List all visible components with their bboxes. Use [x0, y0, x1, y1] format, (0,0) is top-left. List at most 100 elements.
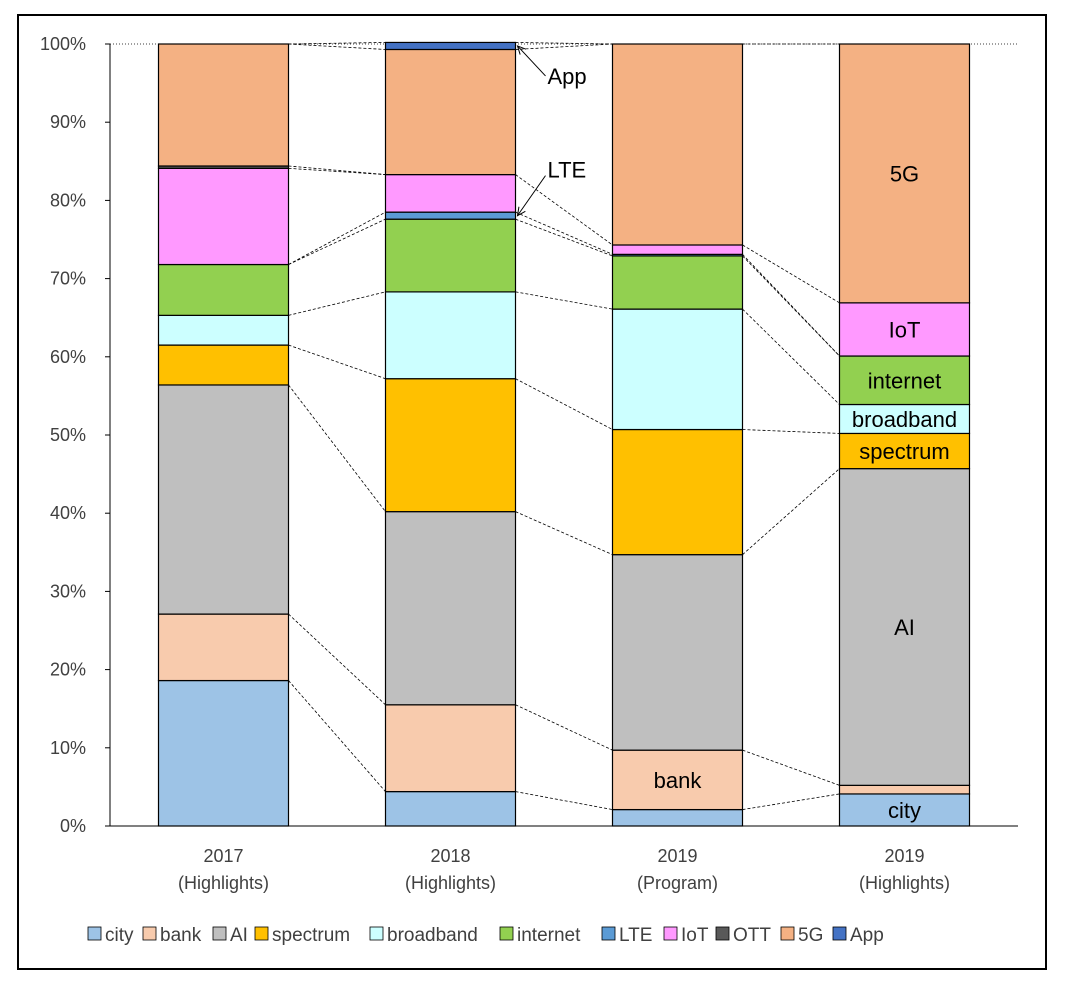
y-tick-label: 10%	[50, 738, 86, 758]
bar-segment-app	[384, 41, 517, 51]
connector-line	[742, 255, 840, 357]
connector-line	[288, 42, 386, 45]
bar-segment-city	[384, 790, 517, 827]
bar-label: IoT	[889, 317, 921, 342]
bar-segment-broadband	[384, 291, 517, 380]
bar-label: spectrum	[859, 439, 949, 464]
bar-segment-bank	[157, 613, 290, 682]
connector-line	[288, 165, 386, 175]
connector-line	[742, 429, 840, 434]
legend-swatch-city	[87, 926, 102, 941]
x-tick-sublabel: (Program)	[637, 873, 718, 893]
bar-segment-city	[838, 793, 971, 827]
bar-segment-spectrum	[838, 432, 971, 470]
bar-segment-broadband	[838, 403, 971, 435]
y-tick-label: 0%	[60, 816, 86, 836]
connector-line	[515, 218, 613, 257]
y-tick-label: 20%	[50, 660, 86, 680]
legend-swatch-ott	[715, 926, 730, 941]
x-tick-sublabel: (Highlights)	[405, 873, 496, 893]
legend-label: city	[105, 925, 134, 946]
bar-segment-spectrum	[157, 344, 290, 386]
legend-swatch-internet	[499, 926, 514, 941]
legend-label: IoT	[681, 925, 709, 946]
bar-segment-spectrum	[384, 378, 517, 513]
connector-line	[515, 211, 613, 255]
connector-line	[288, 291, 386, 316]
legend-swatch-iot	[663, 926, 678, 941]
connector-line	[742, 254, 840, 357]
y-tick-label: 50%	[50, 425, 86, 445]
bar-segment-bank	[838, 784, 971, 795]
y-tick-label: 40%	[50, 503, 86, 523]
connector-line	[742, 749, 840, 786]
bars	[157, 41, 971, 827]
callouts: App LTE	[516, 45, 587, 217]
connector-line	[742, 468, 840, 555]
connector-line	[288, 43, 386, 50]
x-tick-label: 2019	[657, 846, 697, 866]
legend-swatch-5g	[780, 926, 795, 941]
x-tick-sublabel: (Highlights)	[859, 873, 950, 893]
bar-segment-lte	[384, 211, 517, 220]
connector-line	[288, 211, 386, 265]
bar-segment-5g	[611, 43, 744, 246]
callout-arrow	[517, 175, 546, 216]
y-tick-label: 70%	[50, 269, 86, 289]
connector-lines	[110, 42, 1018, 810]
y-tick-label: 90%	[50, 112, 86, 132]
connector-line	[288, 344, 386, 380]
bar-segment-5g	[384, 48, 517, 176]
bar-segment-spectrum	[611, 428, 744, 556]
legend-label: broadband	[387, 925, 478, 946]
x-tick-sublabel: (Highlights)	[178, 873, 269, 893]
bar-segment-iot	[838, 302, 971, 357]
legend-label: bank	[160, 925, 202, 946]
bar-segment-iot	[384, 173, 517, 213]
bar-segment-internet	[384, 218, 517, 293]
x-tick-label: 2017	[203, 846, 243, 866]
callout-arrowhead	[516, 45, 527, 55]
connector-line	[742, 244, 840, 304]
legend-swatch-broadband	[369, 926, 384, 941]
connector-line	[742, 793, 840, 810]
connector-line	[515, 43, 613, 50]
legend-swatch-bank	[142, 926, 157, 941]
bar-segment-iot	[611, 244, 744, 255]
connector-line	[515, 704, 613, 751]
callout-label: App	[548, 64, 587, 89]
bar-segment-broadband	[157, 314, 290, 346]
callout-arrowhead	[516, 206, 526, 217]
bar-labels: bank city AI spectrum broadband internet IoT 5G	[654, 161, 957, 823]
bar-segment-ai	[384, 511, 517, 706]
connector-line	[515, 511, 613, 556]
bar-segment-city	[611, 808, 744, 827]
bar-segment-ai	[838, 468, 971, 786]
callout-arrow	[517, 45, 546, 77]
bar-label: city	[888, 798, 921, 823]
legend-label: spectrum	[272, 925, 350, 946]
connector-line	[288, 218, 386, 265]
bar-segment-city	[157, 679, 290, 827]
connector-line	[288, 613, 386, 706]
legend: city bank AI spectrum broadband internet LTE Io…	[87, 925, 884, 946]
legend-label: AI	[230, 925, 248, 946]
connector-line	[288, 680, 386, 792]
connector-line	[515, 174, 613, 246]
bar-segment-ai	[611, 554, 744, 751]
connector-line	[288, 384, 386, 512]
bar-segment-broadband	[611, 308, 744, 431]
legend-swatch-app	[832, 926, 847, 941]
bar-label: broadband	[852, 407, 957, 432]
bar-segment-5g	[157, 43, 290, 167]
connector-line	[515, 791, 613, 810]
bar-segment-bank	[384, 704, 517, 793]
x-tick-label: 2019	[884, 846, 924, 866]
x-tick-label: 2018	[430, 846, 470, 866]
callout-label: LTE	[548, 158, 587, 183]
axes: 0% 10% 20% 30% 40% 50% 60% 70% 80% 90% 100% 2017 (Hi…	[40, 34, 1018, 893]
legend-swatch-ai	[212, 926, 227, 941]
bar-label: AI	[894, 615, 915, 640]
legend-label: App	[850, 925, 884, 946]
bar-label: internet	[868, 368, 941, 393]
